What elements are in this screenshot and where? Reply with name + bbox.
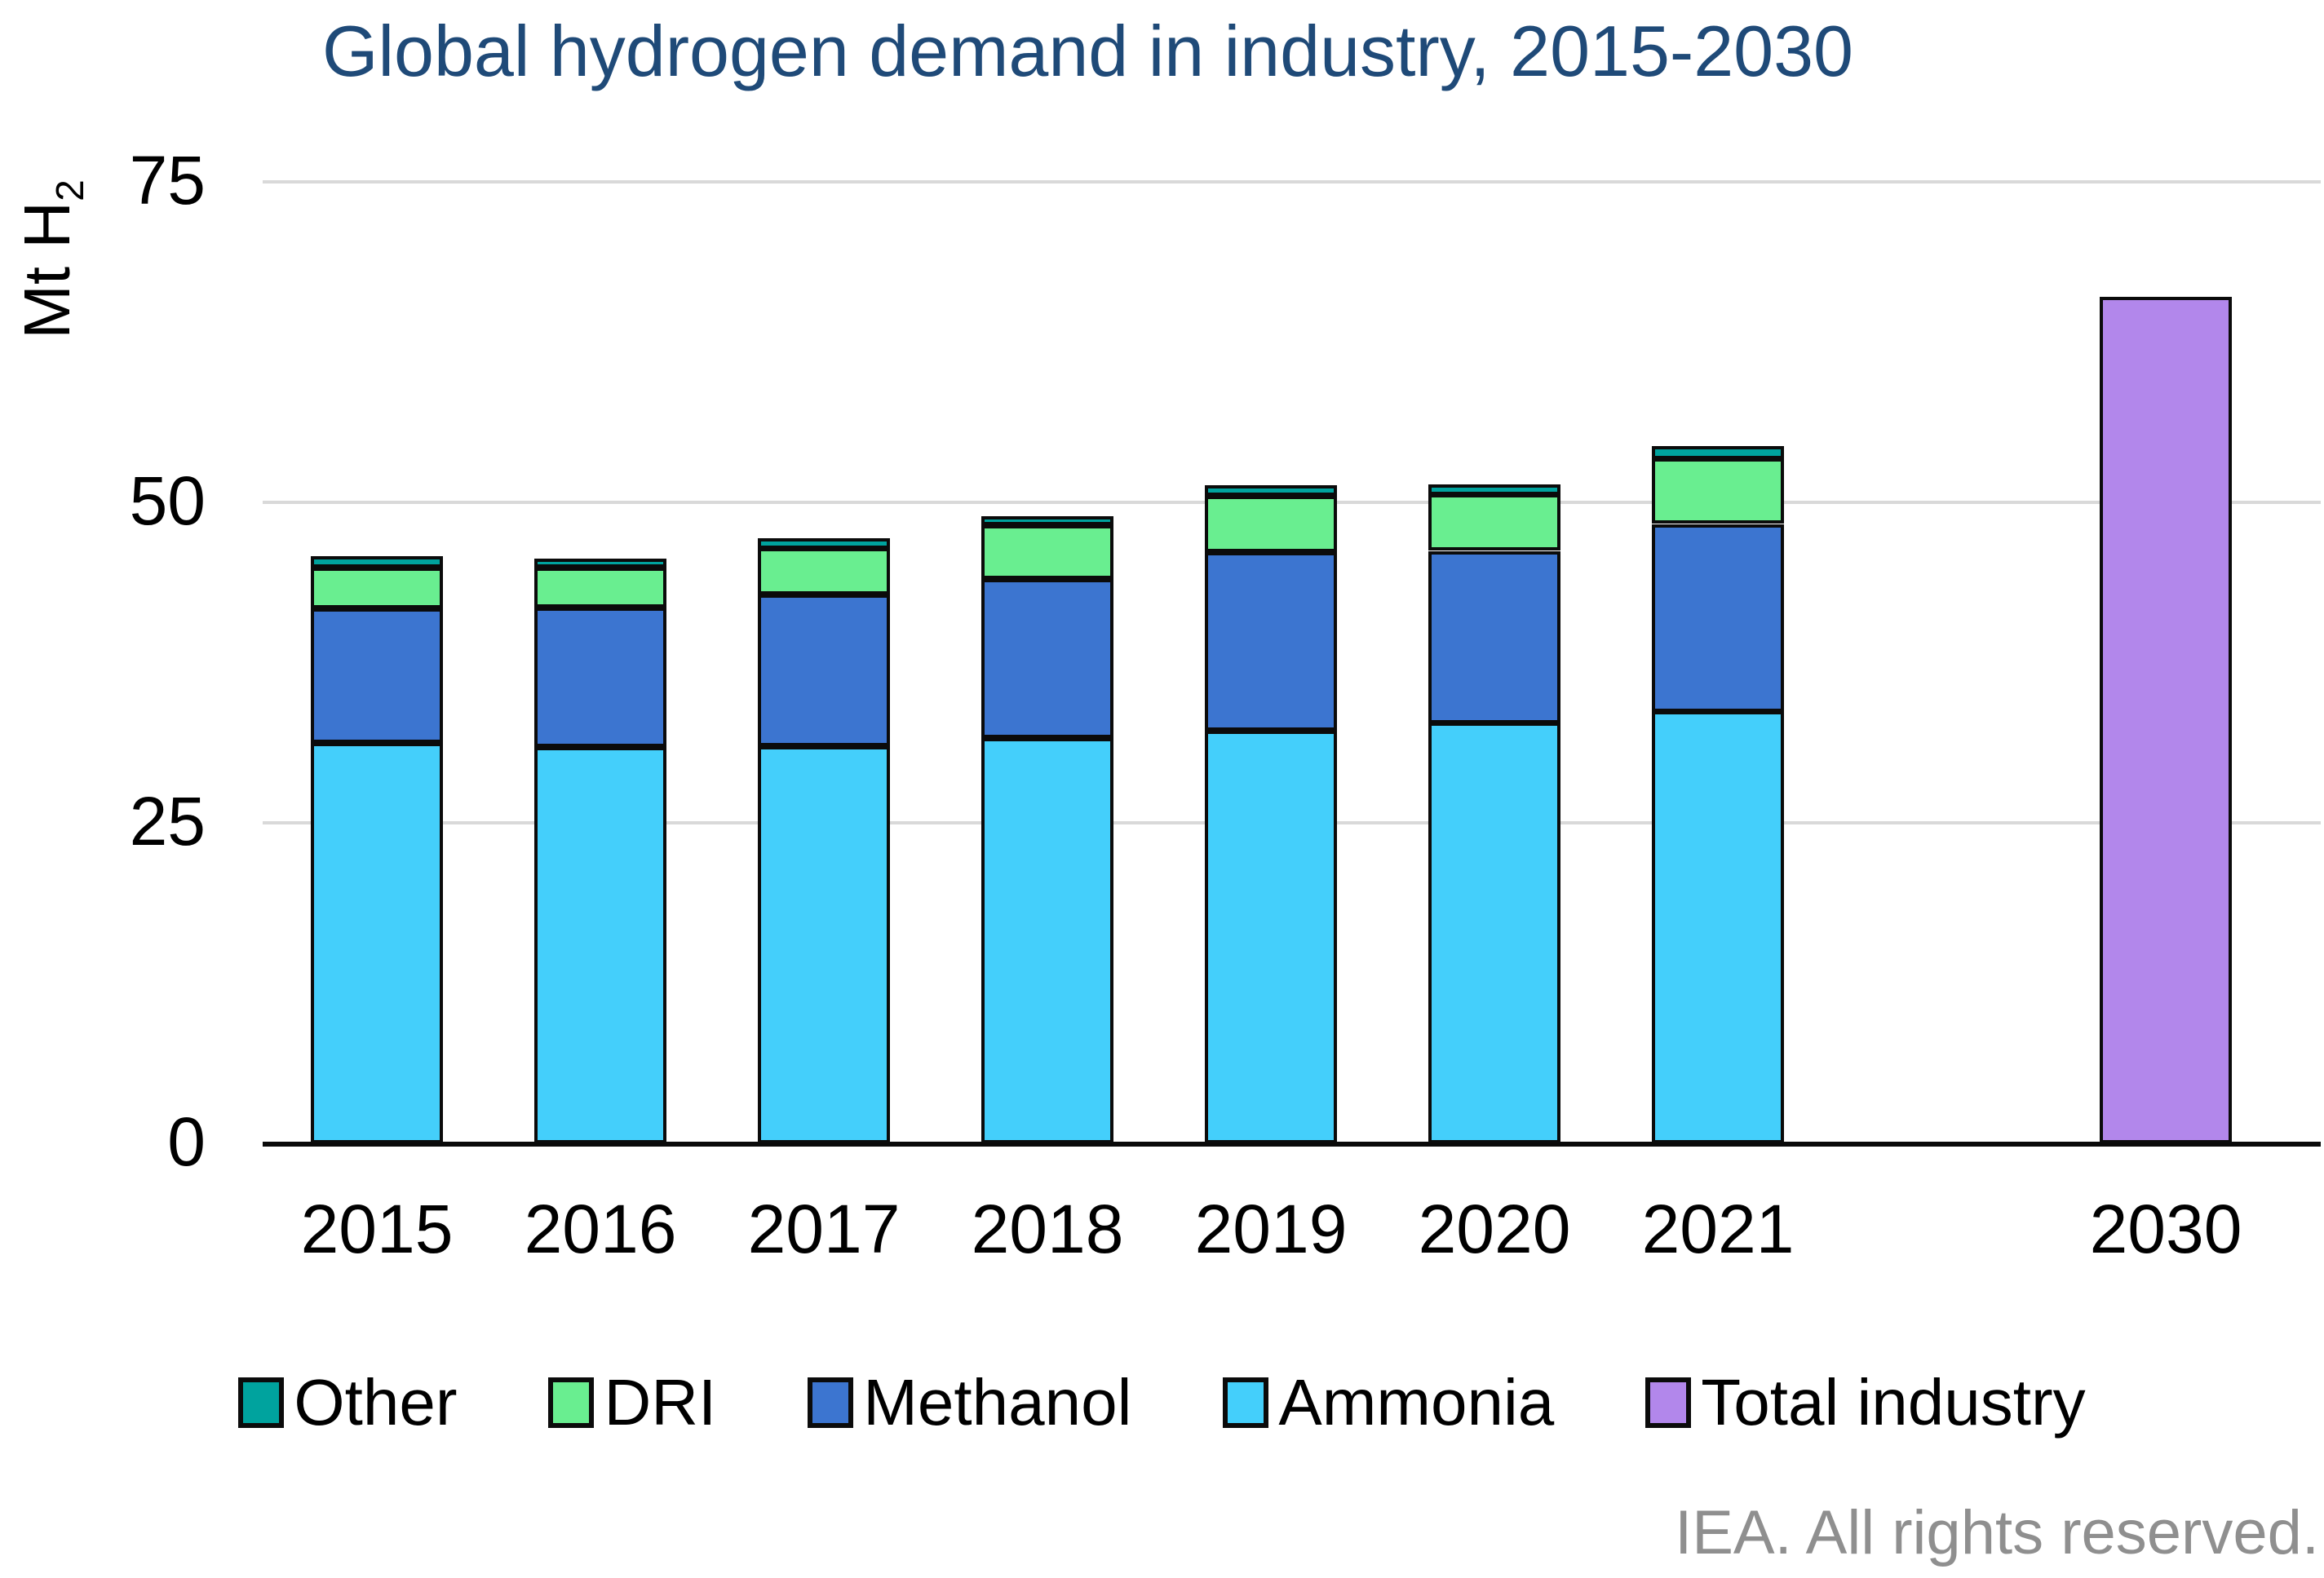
gridline-75 xyxy=(263,180,2321,183)
legend-swatch-dri xyxy=(548,1377,595,1428)
bar-2018-dri-segment xyxy=(981,525,1113,579)
legend-label: Total industry xyxy=(1701,1366,2086,1439)
legend-item-methanol: Methanol xyxy=(808,1368,1131,1437)
bar-2019-other-segment xyxy=(1205,485,1337,496)
x-axis-label-2021: 2021 xyxy=(1641,1191,1795,1267)
bar-2021-dri-segment xyxy=(1652,458,1784,524)
bar-2020-other-segment xyxy=(1428,484,1560,495)
bar-2016-methanol-segment xyxy=(534,608,666,747)
bar-2030-total-industry-segment xyxy=(2100,297,2232,1143)
bar-2017-other-segment xyxy=(758,538,890,549)
bar-2015-other-segment xyxy=(311,556,443,568)
legend-label: Methanol xyxy=(863,1366,1132,1439)
bar-2017-methanol-segment xyxy=(758,595,890,746)
bar-2020-ammonia-segment xyxy=(1428,723,1560,1143)
y-axis-unit-text: Mt H xyxy=(11,201,83,339)
legend-item-dri: DRI xyxy=(548,1368,716,1437)
x-axis-label-2019: 2019 xyxy=(1194,1191,1348,1267)
bar-2017-dri-segment xyxy=(758,548,890,595)
bar-2017-ammonia-segment xyxy=(758,746,890,1143)
bar-2015-dri-segment xyxy=(311,568,443,608)
x-axis-label-2016: 2016 xyxy=(524,1191,677,1267)
bar-2021-methanol-segment xyxy=(1652,524,1784,712)
x-axis-label-2030: 2030 xyxy=(2089,1191,2242,1267)
bar-2018-methanol-segment xyxy=(981,579,1113,738)
bar-2019-methanol-segment xyxy=(1205,552,1337,731)
legend-item-ammonia: Ammonia xyxy=(1223,1368,1554,1437)
y-tick-label-0: 0 xyxy=(167,1103,206,1180)
bar-2020-methanol-segment xyxy=(1428,551,1560,723)
bar-2021-other-segment xyxy=(1652,446,1784,459)
bar-2019-ammonia-segment xyxy=(1205,731,1337,1143)
bar-2018-ammonia-segment xyxy=(981,738,1113,1143)
bar-2016-other-segment xyxy=(534,559,666,568)
bar-2019-dri-segment xyxy=(1205,496,1337,552)
bar-2018-other-segment xyxy=(981,516,1113,525)
bar-2015-methanol-segment xyxy=(311,608,443,743)
bar-2016-ammonia-segment xyxy=(534,747,666,1143)
copyright-note: IEA. All rights reserved. xyxy=(1675,1498,2319,1567)
x-axis-label-2018: 2018 xyxy=(971,1191,1124,1267)
bar-2015-ammonia-segment xyxy=(311,743,443,1143)
legend-item-total-industry: Total industry xyxy=(1645,1366,2086,1439)
chart-title: Global hydrogen demand in industry, 2015… xyxy=(322,11,1853,91)
legend: Other DRI Methanol Ammonia Total industry xyxy=(0,1368,2324,1437)
legend-swatch-total-industry xyxy=(1645,1377,1692,1428)
legend-item-other: Other xyxy=(238,1368,457,1437)
x-axis-label-2017: 2017 xyxy=(747,1191,901,1267)
x-axis-line xyxy=(263,1142,2321,1147)
bar-2020-dri-segment xyxy=(1428,494,1560,550)
y-tick-label-75: 75 xyxy=(129,142,206,219)
legend-swatch-ammonia xyxy=(1223,1377,1269,1428)
legend-label: Ammonia xyxy=(1278,1366,1555,1439)
y-tick-label-50: 50 xyxy=(129,462,206,539)
legend-label: Other xyxy=(294,1366,458,1439)
bar-2016-dri-segment xyxy=(534,568,666,608)
legend-swatch-other xyxy=(238,1377,285,1428)
legend-label: DRI xyxy=(604,1366,717,1439)
bar-2021-ammonia-segment xyxy=(1652,711,1784,1143)
x-axis-label-2020: 2020 xyxy=(1418,1191,1571,1267)
legend-swatch-methanol xyxy=(808,1377,854,1428)
y-tick-label-25: 25 xyxy=(129,783,206,860)
x-axis-label-2015: 2015 xyxy=(300,1191,454,1267)
